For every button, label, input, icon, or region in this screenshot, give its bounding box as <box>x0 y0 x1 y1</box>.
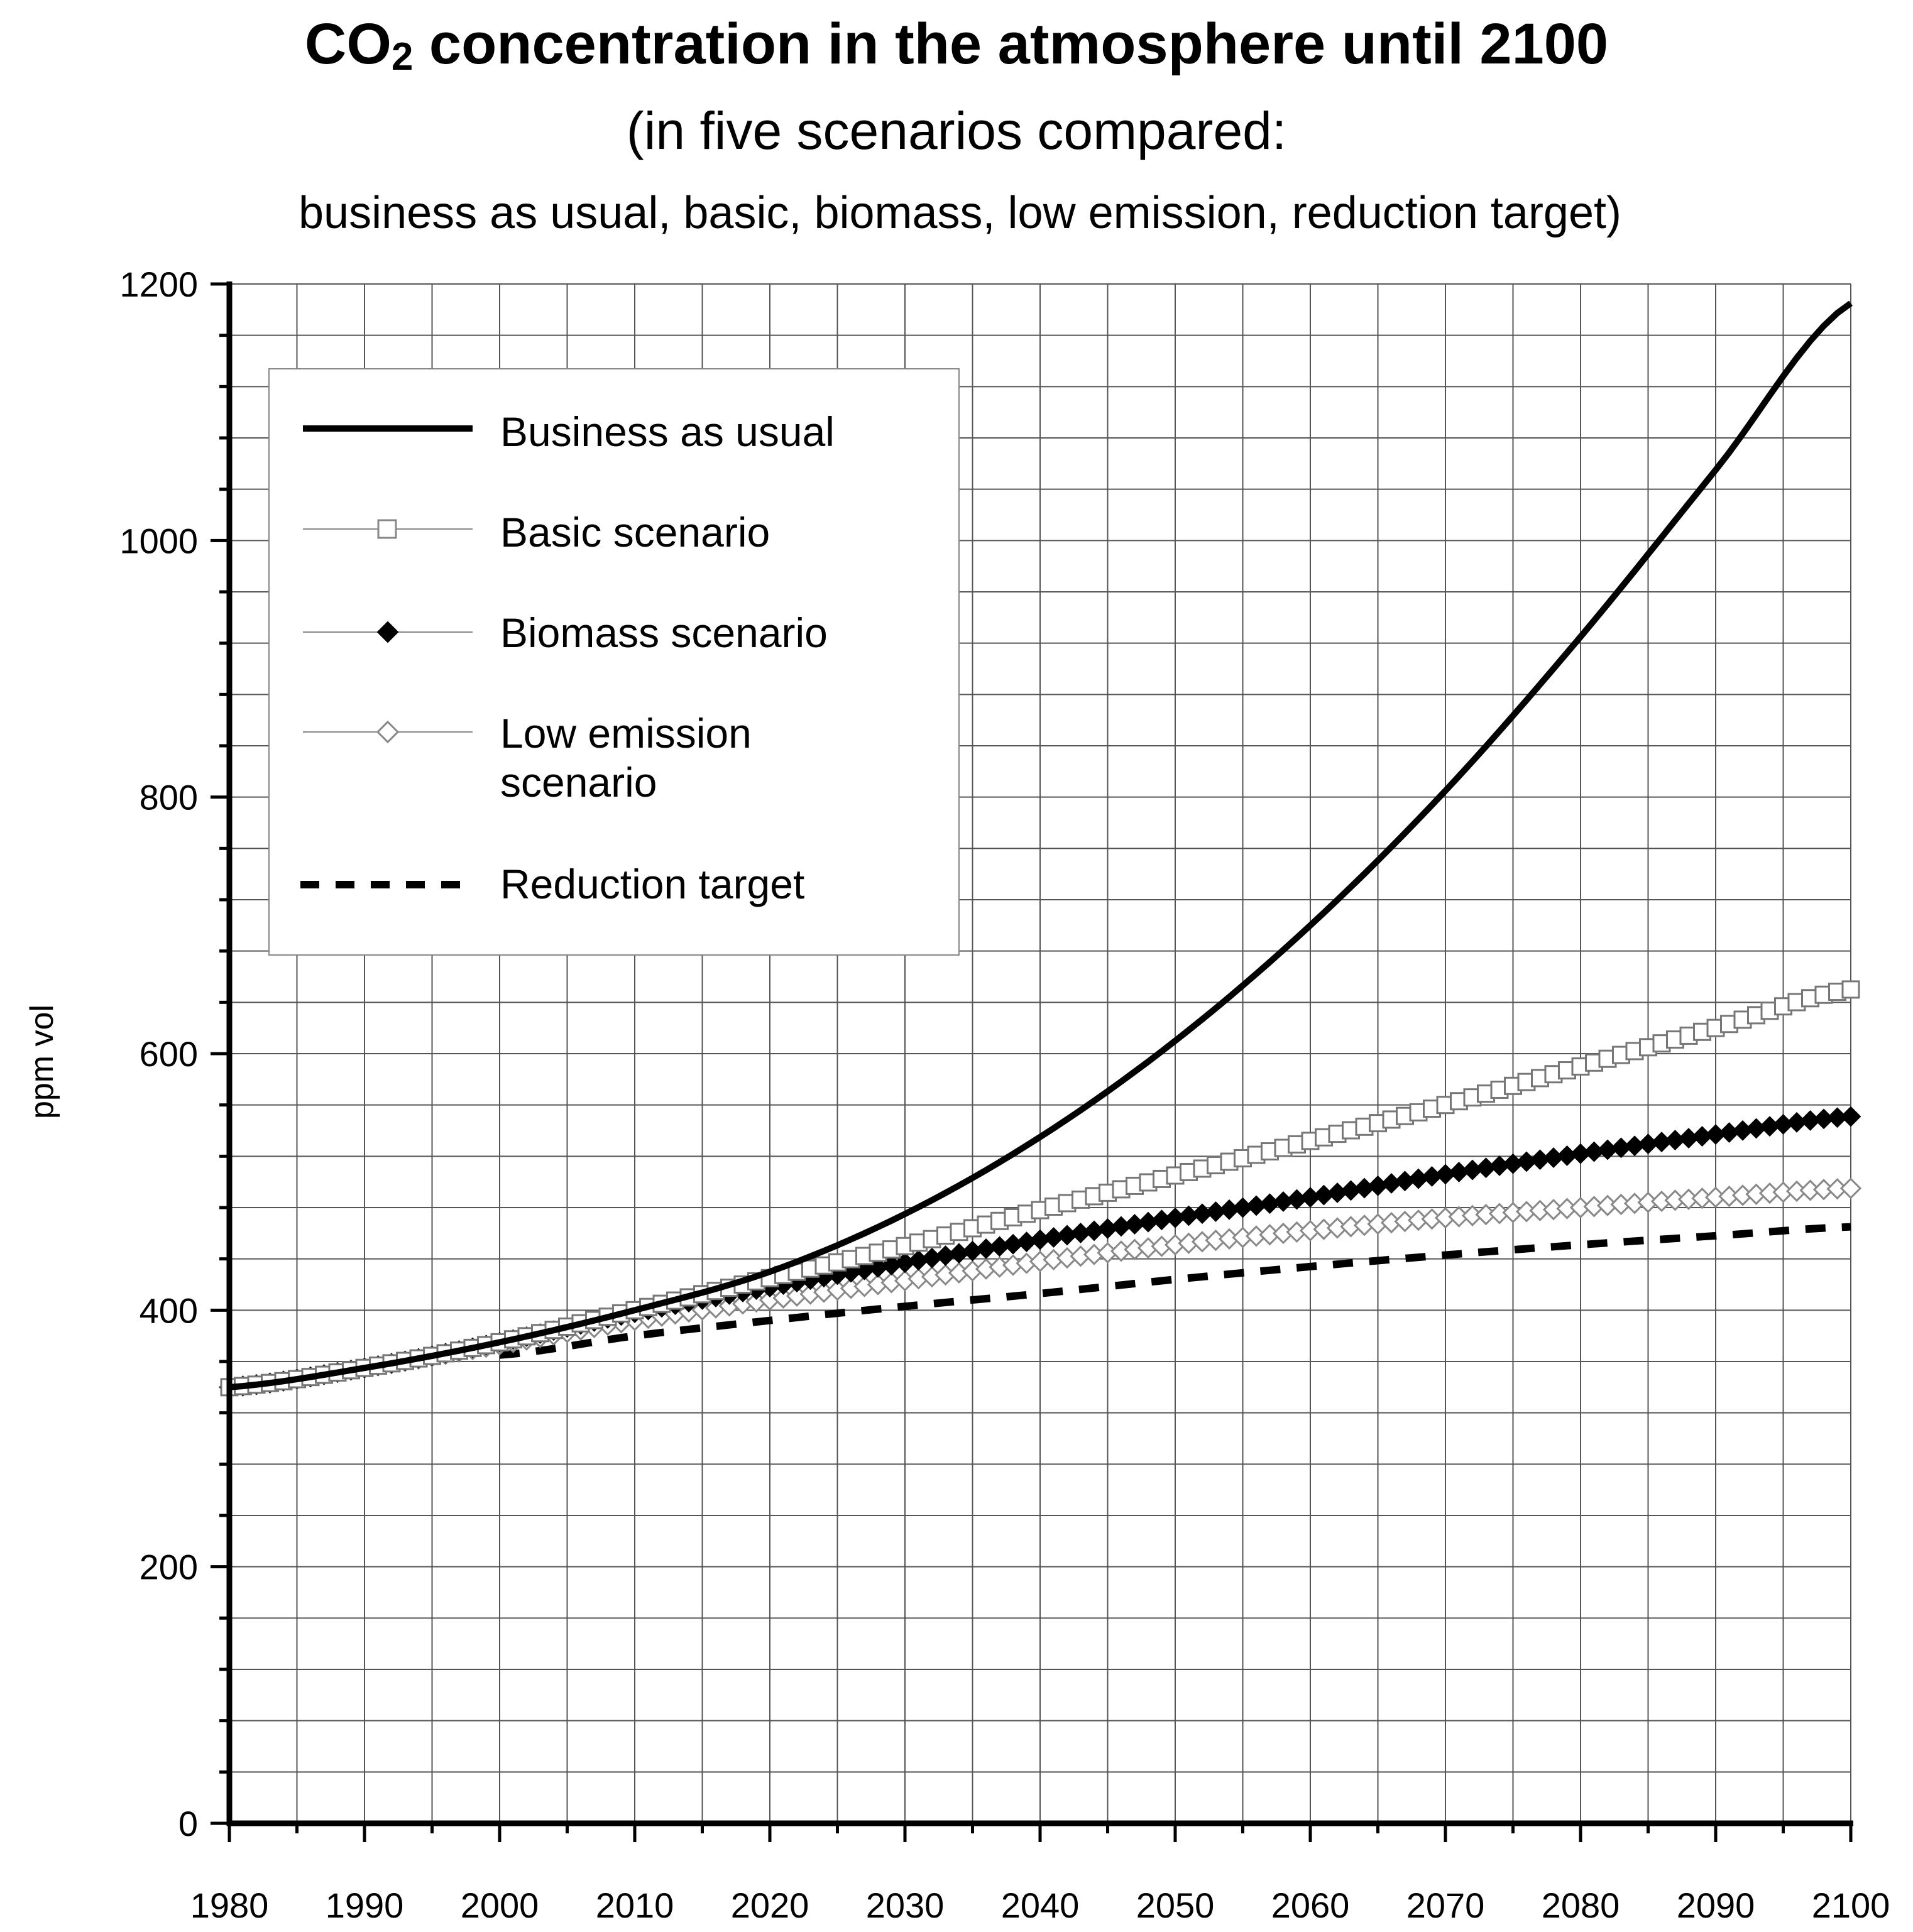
x-tick-label: 2040 <box>1001 1886 1080 1925</box>
series-line-business-as-usual <box>229 300 1853 1390</box>
x-tick-label: 2050 <box>1136 1886 1215 1925</box>
legend-marker-open-diamond <box>376 720 400 744</box>
x-tick-label: 2020 <box>731 1886 809 1925</box>
chart-subtitle-line1: (in five scenarios compared: <box>626 101 1287 160</box>
y-tick-label: 400 <box>140 1291 198 1330</box>
point-low-emission-scenario <box>1839 1177 1862 1199</box>
point-basic-scenario <box>1841 980 1860 999</box>
y-tick-label: 200 <box>140 1547 198 1587</box>
x-tick-label: 2000 <box>461 1886 539 1925</box>
x-tick-label: 1990 <box>326 1886 404 1925</box>
x-tick-label: 2030 <box>866 1886 945 1925</box>
legend-label-low-emission-line1: Low emission <box>500 710 752 756</box>
legend: Business as usual Basic scenario Biomass… <box>268 368 960 956</box>
x-tick-label: 2070 <box>1406 1886 1485 1925</box>
x-tick-label: 2080 <box>1542 1886 1620 1925</box>
x-tick-label: 1980 <box>190 1886 269 1925</box>
ticks: 0 200 400 600 800 1000 1200 1980 1990 2000 2010 202… <box>119 265 1890 1925</box>
legend-label-low-emission-line2: scenario <box>500 759 657 805</box>
y-tick-label: 1200 <box>119 265 198 304</box>
legend-marker-open-square <box>377 519 397 539</box>
chart-title: CO2 concentration in the atmosphere unti… <box>304 12 1609 79</box>
legend-label-reduction-target: Reduction target <box>500 861 804 907</box>
legend-marker-filled-diamond <box>376 621 399 643</box>
series-layer <box>218 300 1862 1398</box>
legend-label-biomass-scenario: Biomass scenario <box>500 609 828 656</box>
legend-box <box>268 368 960 956</box>
y-tick-label: 1000 <box>119 521 198 560</box>
chart-subtitle-line2: business as usual, basic, biomass, low e… <box>299 188 1621 238</box>
legend-label-basic-scenario: Basic scenario <box>500 509 770 555</box>
y-axis-label: ppm vol <box>24 1005 60 1119</box>
x-tick-label: 2090 <box>1677 1886 1755 1925</box>
series-line-reduction-target <box>499 1223 1851 1359</box>
x-tick-label: 2010 <box>596 1886 674 1925</box>
point-biomass-scenario <box>1840 1106 1861 1127</box>
y-tick-label: 800 <box>140 778 198 817</box>
x-tick-label: 2060 <box>1271 1886 1350 1925</box>
y-tick-label: 0 <box>178 1804 198 1843</box>
legend-label-business-as-usual: Business as usual <box>500 408 835 455</box>
y-tick-label: 600 <box>140 1034 198 1074</box>
x-tick-label: 2100 <box>1812 1886 1890 1925</box>
